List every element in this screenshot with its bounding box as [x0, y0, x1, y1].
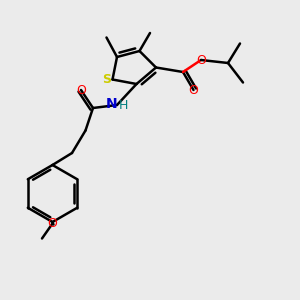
Text: H: H	[119, 99, 128, 112]
Text: S: S	[102, 73, 111, 86]
Text: O: O	[189, 83, 198, 97]
Text: O: O	[76, 83, 86, 97]
Text: O: O	[48, 217, 57, 230]
Text: N: N	[106, 97, 117, 110]
Text: O: O	[196, 53, 206, 67]
